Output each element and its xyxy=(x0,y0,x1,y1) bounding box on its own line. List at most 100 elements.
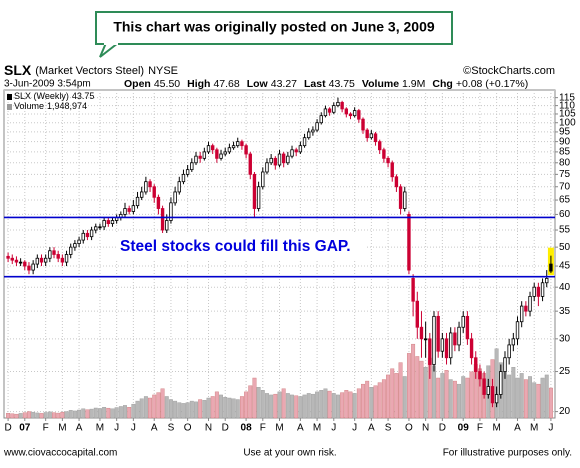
volume-bar xyxy=(298,396,303,419)
candle-body xyxy=(14,259,19,263)
datetime: 3-Jun-2009 3:54pm xyxy=(4,79,91,90)
candle-body xyxy=(56,254,60,259)
volume-bar xyxy=(47,411,52,419)
candle-body xyxy=(94,226,98,231)
candle-body xyxy=(31,263,35,271)
x-tick-label: A xyxy=(514,423,521,434)
volume-bar xyxy=(168,399,173,419)
candle-body xyxy=(269,157,273,164)
candle-body xyxy=(415,300,419,328)
volume-bar xyxy=(340,392,345,419)
candle-body xyxy=(131,205,136,212)
candle-body xyxy=(27,265,31,271)
volume-bar xyxy=(436,377,441,419)
candle-body xyxy=(52,250,56,255)
candle-body xyxy=(35,257,40,265)
y-tick-label: 115 xyxy=(559,92,575,103)
legend: SLX (Weekly) 43.75 Volume 1,948,974 xyxy=(7,91,94,111)
candle-body xyxy=(311,129,315,133)
candle-body xyxy=(73,243,77,248)
callout-text: This chart was originally posted on June… xyxy=(113,19,435,35)
volume-bar xyxy=(415,356,420,419)
volume-bar xyxy=(231,398,236,419)
candle-body xyxy=(265,162,269,173)
candle-body xyxy=(81,232,85,241)
candle-body xyxy=(465,315,470,340)
candle-body xyxy=(273,157,278,166)
legend-entry: SLX (Weekly) 43.75 xyxy=(14,91,94,101)
candle-body xyxy=(223,151,227,155)
candle-body xyxy=(227,147,232,153)
y-tick-label: 50 xyxy=(559,242,571,253)
candle-body xyxy=(357,110,361,120)
volume-bar xyxy=(386,374,391,419)
volume-bar xyxy=(373,385,378,419)
volume-bar xyxy=(52,412,56,419)
volume-bar xyxy=(515,377,520,419)
y-tick-label: 45 xyxy=(559,261,571,272)
y-tick-label: 100 xyxy=(559,117,576,128)
candle-body xyxy=(135,196,140,207)
quote-value: 47.68 xyxy=(213,78,239,90)
volume-bar xyxy=(457,383,462,419)
volume-bar xyxy=(548,387,553,419)
volume-bar xyxy=(381,379,386,419)
volume-bar xyxy=(302,394,307,419)
volume-bar xyxy=(223,397,228,419)
candle-body xyxy=(382,149,386,159)
volume-bar xyxy=(452,380,457,419)
candle-body xyxy=(494,394,499,404)
candle-body xyxy=(428,338,432,365)
volume-bar xyxy=(444,370,449,419)
candle-body xyxy=(190,162,194,171)
volume-bar xyxy=(18,413,23,419)
x-tick-label: S xyxy=(385,423,392,434)
volume-bar xyxy=(194,401,198,419)
y-tick-label: 30 xyxy=(559,333,571,344)
volume-bar xyxy=(411,343,416,419)
candle-body xyxy=(10,257,14,261)
volume-bar xyxy=(448,379,453,419)
x-tick-label: O xyxy=(405,423,413,434)
volume-bar xyxy=(402,376,407,419)
y-tick-label: 90 xyxy=(559,136,571,147)
candle-body xyxy=(206,145,211,153)
candle-body xyxy=(403,191,407,209)
candle-body xyxy=(165,220,169,231)
candle-body xyxy=(524,305,528,312)
candle-body xyxy=(536,286,541,297)
candle-body xyxy=(18,261,23,264)
volume-bar xyxy=(306,393,311,419)
candle-body xyxy=(69,246,73,255)
y-tick-label: 20 xyxy=(559,406,571,417)
volume-bar xyxy=(214,391,219,419)
candle-body xyxy=(43,257,48,263)
candle-body xyxy=(319,115,323,124)
volume-bar xyxy=(461,376,466,419)
candle-body xyxy=(407,214,411,271)
volume-bar xyxy=(31,411,36,419)
y-tick-label: 105 xyxy=(559,109,576,120)
candle-body xyxy=(394,176,399,188)
candle-body xyxy=(490,386,495,404)
x-tick-label: M xyxy=(530,423,538,434)
volume-bar xyxy=(523,379,528,419)
candle-body xyxy=(503,357,507,372)
volume-bar xyxy=(252,377,257,419)
candle-body xyxy=(449,332,453,359)
plot xyxy=(4,90,555,419)
volume-bar xyxy=(72,410,77,419)
x-tick-label: M xyxy=(492,423,500,434)
candle-body xyxy=(127,208,131,212)
candle-body xyxy=(545,278,549,284)
y-tick-label: 40 xyxy=(559,282,571,293)
candle-body xyxy=(340,101,344,110)
candle-body xyxy=(177,181,181,193)
source: ©StockCharts.com xyxy=(463,65,555,77)
volume-bar xyxy=(369,387,374,419)
legend-value: 1,948,974 xyxy=(47,101,87,111)
volume-bar xyxy=(536,383,541,419)
y-tick-label: 35 xyxy=(559,306,571,317)
volume-bar xyxy=(118,406,123,419)
